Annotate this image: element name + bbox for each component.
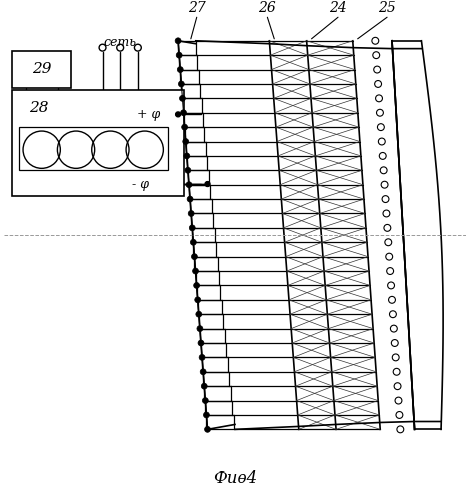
Bar xyxy=(19,127,168,170)
Bar xyxy=(12,90,184,196)
Circle shape xyxy=(175,38,181,44)
Circle shape xyxy=(180,96,185,102)
Circle shape xyxy=(176,112,180,117)
Circle shape xyxy=(199,354,205,360)
Circle shape xyxy=(182,124,188,130)
Circle shape xyxy=(191,254,197,260)
Circle shape xyxy=(190,240,196,245)
Circle shape xyxy=(205,182,210,186)
Text: 25: 25 xyxy=(378,2,396,16)
Circle shape xyxy=(184,153,190,159)
Circle shape xyxy=(195,297,201,303)
Circle shape xyxy=(176,52,182,58)
Circle shape xyxy=(196,312,202,317)
Circle shape xyxy=(185,168,191,173)
Circle shape xyxy=(204,412,209,418)
Text: 29: 29 xyxy=(32,62,51,76)
Circle shape xyxy=(180,110,187,116)
Circle shape xyxy=(200,369,206,374)
Circle shape xyxy=(188,210,194,216)
Circle shape xyxy=(186,182,192,188)
Circle shape xyxy=(203,398,208,404)
Text: Фиѳ4: Фиѳ4 xyxy=(213,470,257,487)
Text: 26: 26 xyxy=(258,2,276,16)
Text: сеть: сеть xyxy=(104,36,137,49)
Bar xyxy=(12,50,71,88)
Text: 24: 24 xyxy=(329,2,347,16)
Circle shape xyxy=(183,138,188,144)
Circle shape xyxy=(177,66,183,72)
Circle shape xyxy=(189,225,195,231)
Circle shape xyxy=(204,426,211,432)
Circle shape xyxy=(197,326,203,332)
Circle shape xyxy=(187,196,193,202)
Circle shape xyxy=(193,268,198,274)
Circle shape xyxy=(179,81,184,87)
Circle shape xyxy=(198,340,204,346)
Text: + φ: + φ xyxy=(137,108,160,121)
Text: 28: 28 xyxy=(29,100,48,114)
Circle shape xyxy=(194,282,200,288)
Circle shape xyxy=(201,383,207,389)
Text: - φ: - φ xyxy=(132,178,149,190)
Text: 27: 27 xyxy=(188,2,205,16)
